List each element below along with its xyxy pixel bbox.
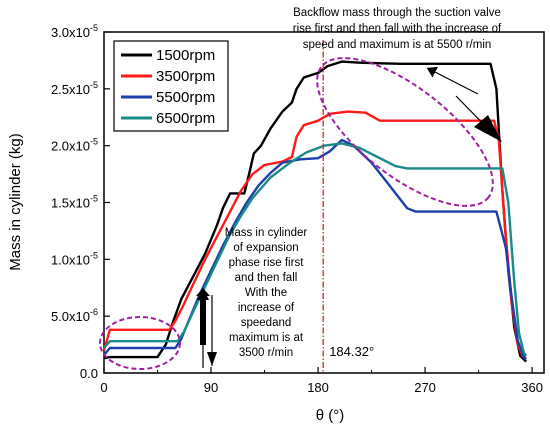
annotation-line: 3500 r/min	[239, 347, 293, 359]
y-tick-label: 1.5x10-5	[51, 194, 98, 211]
annotation-line: Backflow mass through the suction valve	[293, 7, 501, 19]
y-tick-label: 2.5x10-5	[51, 80, 98, 97]
annotation-expansion: Mass in cylinder of expansion phase rise f…	[225, 227, 308, 359]
annotation-line: maximum is at	[229, 332, 304, 344]
series-line-5500rpm	[103, 138, 528, 361]
y-tick-label: 1.0x10-5	[51, 250, 98, 267]
annotation-line: increase of	[238, 302, 295, 314]
annotation-line: phase rise first	[229, 257, 305, 269]
x-axis-title: θ (°)	[316, 407, 345, 424]
annotation-line: speed and maximum is at 5500 r/min	[303, 39, 492, 51]
series-layer	[102, 60, 528, 363]
series-line-6500rpm	[103, 142, 528, 357]
legend: 1500rpm 3500rpm 5500rpm 6500rpm	[113, 40, 229, 132]
annotation-backflow: Backflow mass through the suction valve r…	[293, 7, 502, 51]
annotation-line: and then fall	[235, 272, 298, 284]
y-tick-label: 3.0x10-5	[51, 23, 98, 40]
annotation-line: rise first and then fall with the increa…	[293, 23, 502, 35]
axis-ticks: 0 90 180 270 360 0.0 5.0x10-6 1.0x10-5 1.5x10-5 2…	[51, 23, 543, 395]
annotation-line: speedand	[241, 317, 292, 329]
y-tick-label: 5.0x10-6	[51, 307, 98, 324]
x-tick-label: 180	[307, 380, 329, 395]
series-line-3500rpm	[102, 110, 527, 360]
legend-label: 5500rpm	[156, 89, 215, 106]
annotation-line: With the	[245, 287, 287, 299]
y-axis-title: Mass in cylinder (kg)	[7, 133, 24, 271]
x-tick-label: 0	[100, 380, 107, 395]
highlight-ellipse-initial	[99, 316, 181, 370]
legend-label: 6500rpm	[156, 110, 215, 127]
y-tick-label: 0.0	[80, 366, 98, 381]
double-arrow-vertical	[196, 288, 217, 368]
series-line-1500rpm	[103, 60, 528, 363]
double-arrow-diagonal	[426, 66, 502, 142]
annotation-line: Mass in cylinder	[225, 227, 308, 239]
annotation-line: of expansion	[233, 242, 298, 254]
x-tick-label: 270	[414, 380, 436, 395]
legend-label: 3500rpm	[156, 68, 215, 85]
reference-line-label: 184.32°	[329, 344, 374, 359]
x-tick-label: 90	[204, 380, 218, 395]
y-tick-label: 2.0x10-5	[51, 137, 98, 154]
legend-label: 1500rpm	[156, 47, 215, 64]
highlight-ellipse-backflow	[316, 57, 494, 207]
x-tick-label: 360	[521, 380, 543, 395]
